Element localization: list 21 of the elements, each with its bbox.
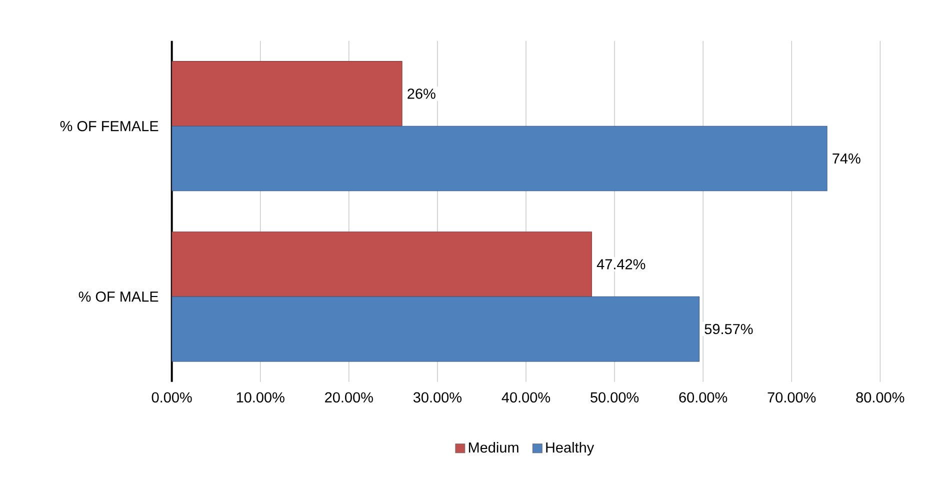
data-label: 59.57% (704, 324, 753, 334)
bar (172, 126, 828, 192)
x-tick-label: 60.00% (679, 392, 728, 403)
bar (172, 61, 402, 126)
x-tick-label: 30.00% (413, 392, 462, 403)
y-tick-label: % OF MALE (78, 292, 158, 302)
x-tick-label: 70.00% (768, 392, 816, 403)
data-label: 74% (832, 153, 860, 164)
data-label: 26% (408, 88, 436, 99)
data-label: 47.42% (596, 259, 646, 270)
bar (172, 232, 592, 297)
x-tick-label: 80.00% (856, 392, 904, 403)
y-tick-label: % OF FEMALE (60, 121, 158, 132)
legend-label: Medium (468, 442, 518, 453)
legend-label: Healthy (546, 442, 594, 456)
bar (172, 296, 700, 362)
x-tick-label: 40.00% (502, 392, 550, 403)
x-tick-label: 50.00% (590, 392, 639, 403)
x-tick-label: 20.00% (325, 392, 373, 403)
x-tick-label: 0.00% (152, 392, 192, 403)
x-tick-label: 10.00% (236, 392, 284, 403)
